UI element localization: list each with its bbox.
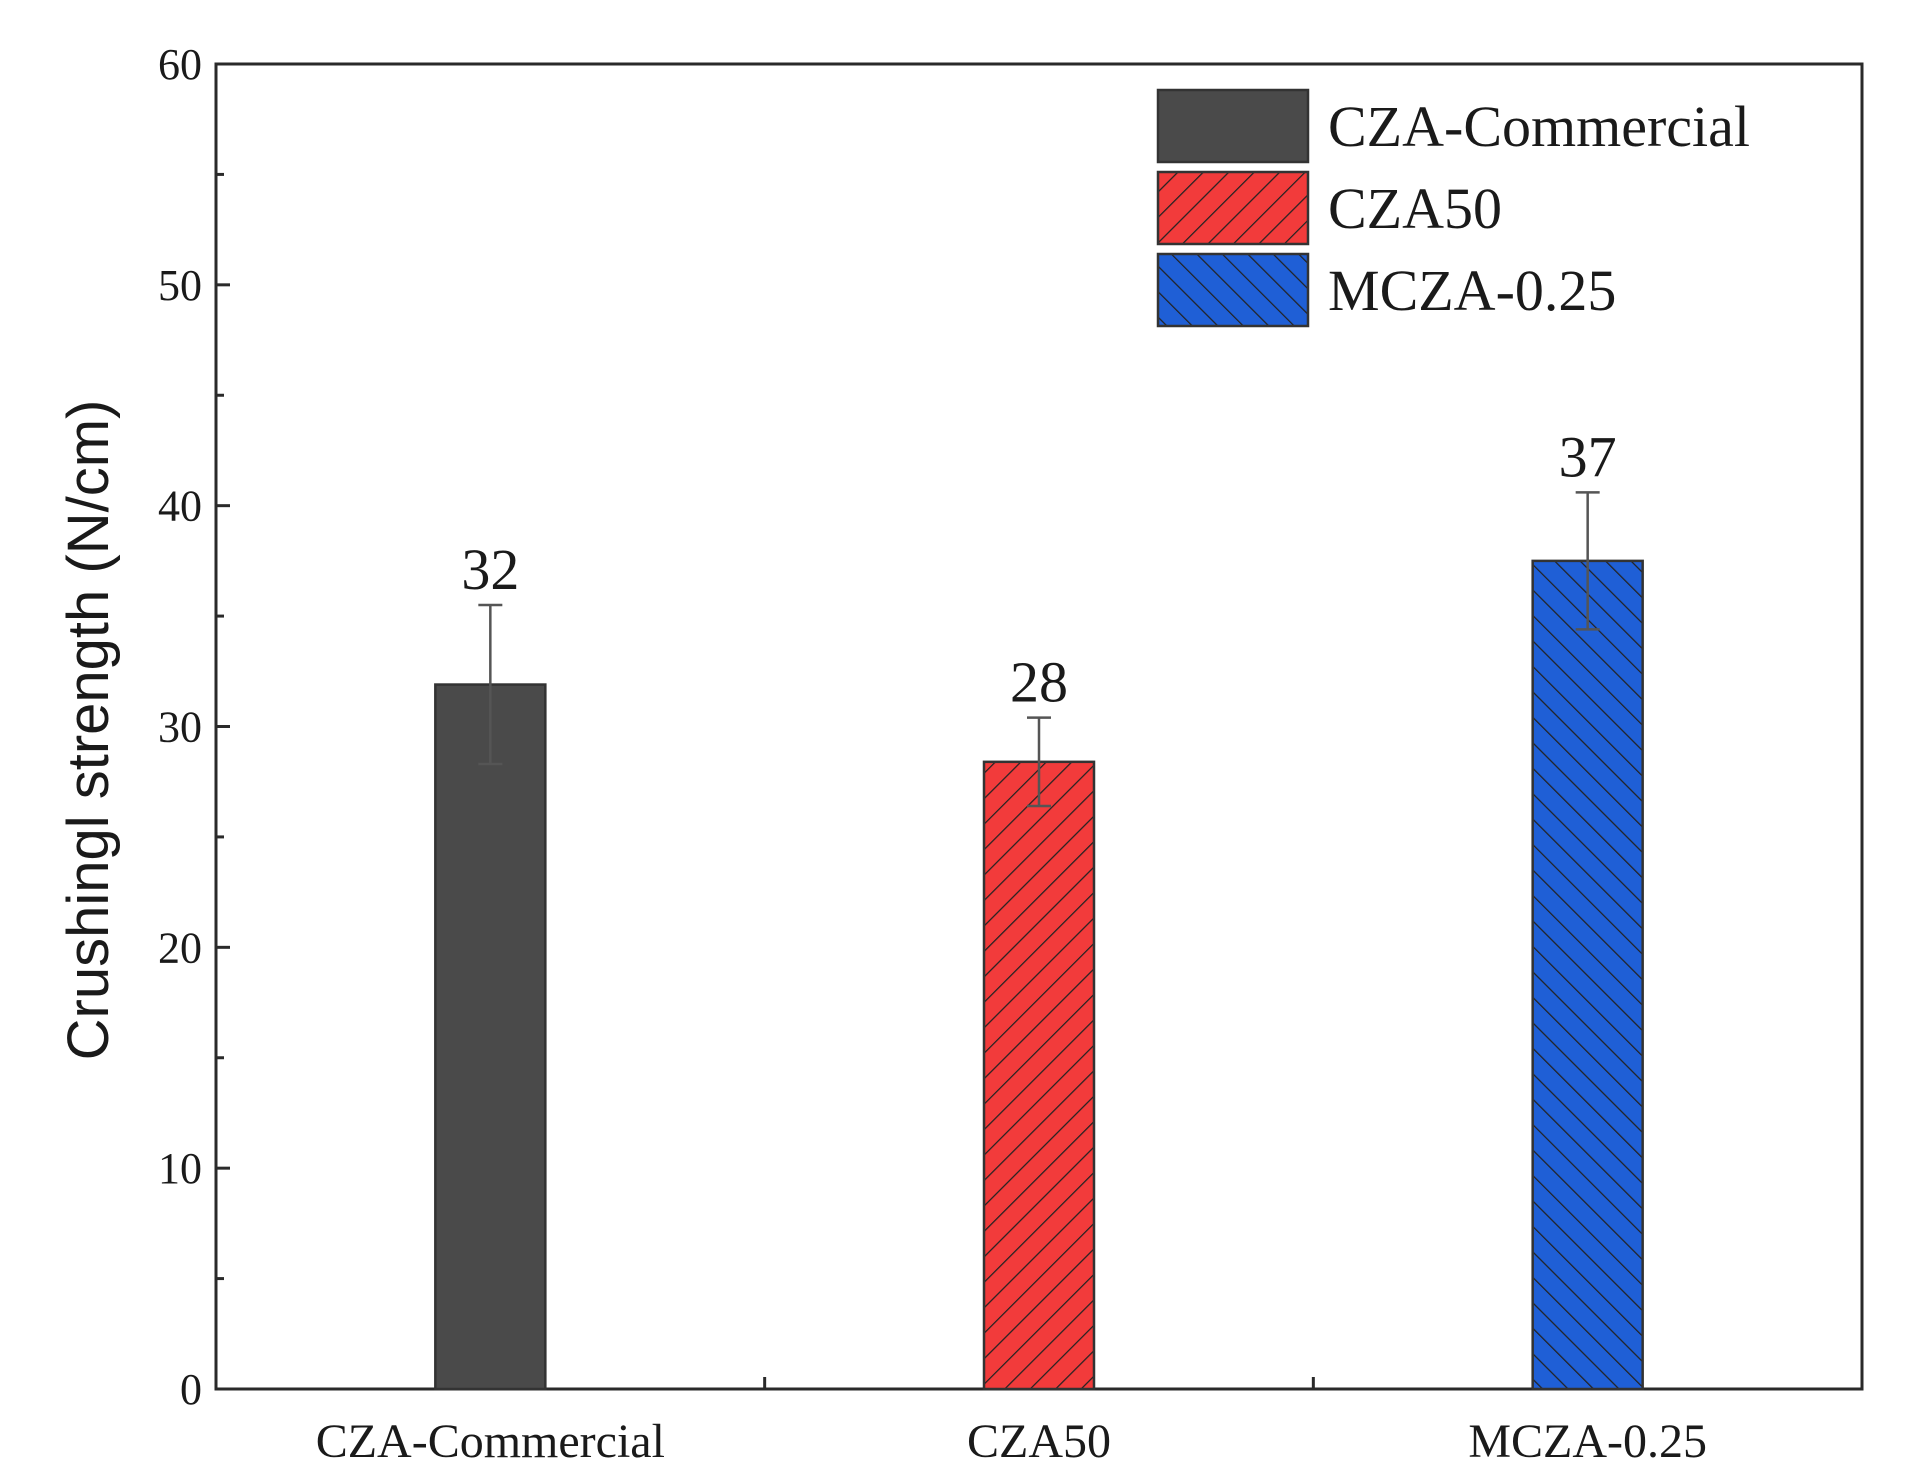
legend-swatch (1156, 88, 1310, 164)
bar-mcza-0.25 (1531, 559, 1644, 1391)
error-bar (1027, 716, 1051, 808)
y-tick-label: 60 (158, 40, 202, 89)
x-tick-label: CZA-Commercial (316, 1415, 665, 1468)
y-tick-label: 10 (158, 1144, 202, 1193)
bar-cza-commercial (434, 683, 547, 1391)
legend-label: MCZA-0.25 (1328, 258, 1616, 323)
data-label: 32 (461, 537, 519, 602)
legend-swatch (1156, 170, 1310, 246)
y-axis: 0 10 20 30 40 50 60 (158, 40, 230, 1414)
y-axis-label: Crushingl strength (N/cm) (56, 400, 121, 1061)
y-tick-label: 0 (180, 1365, 202, 1414)
legend-label: CZA50 (1328, 176, 1502, 241)
y-tick-label: 30 (158, 703, 202, 752)
legend-swatch (1156, 252, 1310, 328)
legend-label: CZA-Commercial (1328, 94, 1750, 159)
legend: CZA-Commercial CZA50 MCZA-0.25 (1156, 88, 1750, 328)
error-bar (1575, 491, 1600, 631)
data-label: 37 (1559, 424, 1617, 489)
x-tick-label: CZA50 (967, 1415, 1111, 1468)
data-label: 28 (1010, 650, 1068, 715)
bar-cza50 (982, 760, 1096, 1391)
bars: 32 28 37 (434, 424, 1644, 1391)
y-tick-label: 40 (158, 482, 202, 531)
x-tick-label: MCZA-0.25 (1468, 1415, 1707, 1468)
y-tick-label: 50 (158, 261, 202, 310)
y-tick-label: 20 (158, 923, 202, 972)
error-bar (478, 603, 503, 766)
